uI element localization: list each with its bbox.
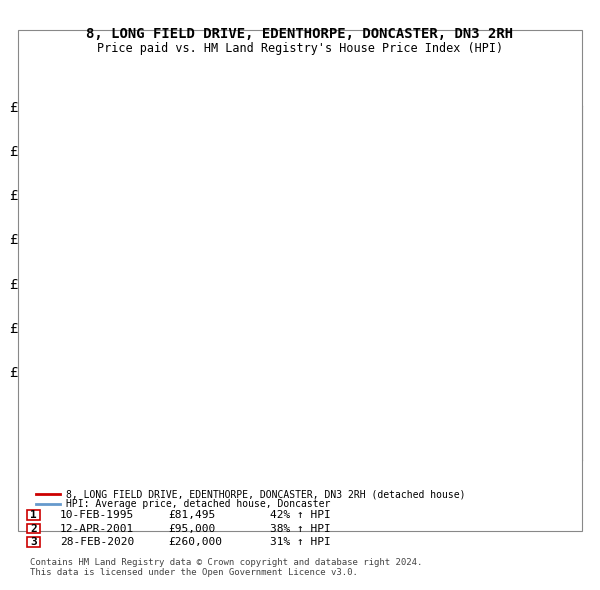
Text: 8, LONG FIELD DRIVE, EDENTHORPE, DONCASTER, DN3 2RH (detached house): 8, LONG FIELD DRIVE, EDENTHORPE, DONCAST… [66,490,466,499]
Text: 3: 3 [486,122,493,135]
Text: This data is licensed under the Open Government Licence v3.0.: This data is licensed under the Open Gov… [30,568,358,576]
Text: 1: 1 [89,122,97,135]
Text: 10-FEB-1995: 10-FEB-1995 [60,510,134,520]
Text: Price paid vs. HM Land Registry's House Price Index (HPI): Price paid vs. HM Land Registry's House … [97,42,503,55]
Text: 28-FEB-2020: 28-FEB-2020 [60,537,134,547]
Text: 8, LONG FIELD DRIVE, EDENTHORPE, DONCASTER, DN3 2RH: 8, LONG FIELD DRIVE, EDENTHORPE, DONCAST… [86,27,514,41]
Text: £260,000: £260,000 [168,537,222,547]
Text: 12-APR-2001: 12-APR-2001 [60,524,134,533]
Text: 31% ↑ HPI: 31% ↑ HPI [270,537,331,547]
Text: 38% ↑ HPI: 38% ↑ HPI [270,524,331,533]
Text: 1: 1 [30,510,37,520]
Text: £95,000: £95,000 [168,524,215,533]
Text: HPI: Average price, detached house, Doncaster: HPI: Average price, detached house, Donc… [66,500,331,509]
Text: Contains HM Land Registry data © Crown copyright and database right 2024.: Contains HM Land Registry data © Crown c… [30,558,422,566]
Text: £81,495: £81,495 [168,510,215,520]
Text: 3: 3 [30,537,37,547]
Text: 42% ↑ HPI: 42% ↑ HPI [270,510,331,520]
Bar [60,106,94,460]
Text: 2: 2 [30,524,37,533]
Text: 2: 2 [187,122,194,135]
